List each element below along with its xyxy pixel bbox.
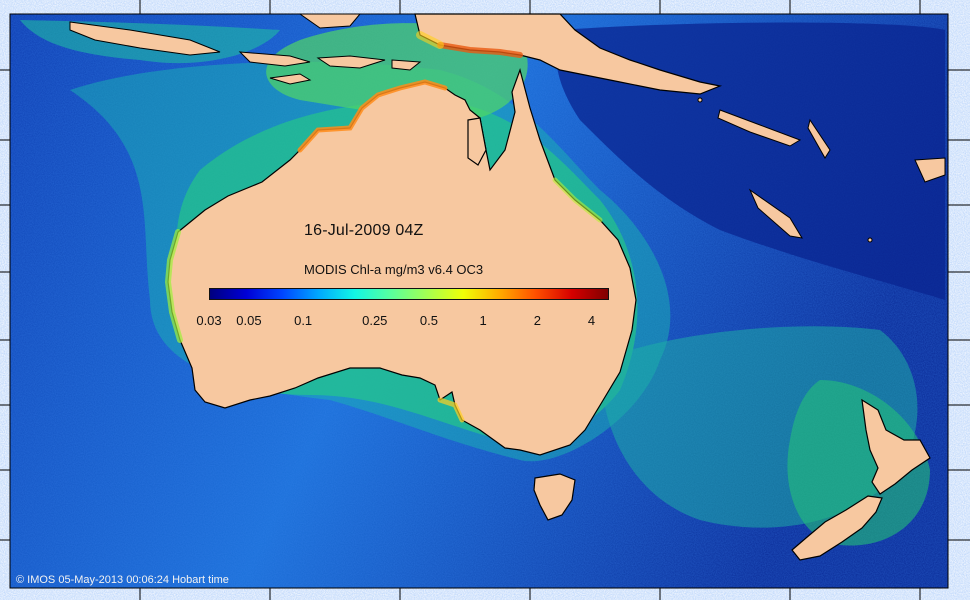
colorbar-tick-label: 0.03 bbox=[196, 313, 222, 328]
pacific-islands bbox=[697, 97, 946, 243]
open-ocean-low bbox=[556, 22, 945, 300]
colorbar-tick-label: 2 bbox=[533, 313, 541, 328]
legend-title: MODIS Chl-a mg/m3 v6.4 OC3 bbox=[304, 262, 484, 277]
colorbar-tick-label: 4 bbox=[587, 313, 596, 328]
new-zealand-north-island bbox=[861, 398, 931, 495]
map-date-title: 16-Jul-2009 04Z bbox=[304, 222, 424, 239]
indonesia-islands bbox=[69, 13, 422, 85]
tasmania-land bbox=[533, 473, 576, 521]
copyright-notice: © IMOS 05-May-2013 00:06:24 Hobart time bbox=[16, 574, 229, 586]
colorbar-tick-label: 0.25 bbox=[362, 313, 388, 328]
colorbar-tick-label: 1 bbox=[479, 313, 487, 328]
colorbar-tick-label: 0.5 bbox=[419, 313, 438, 328]
coastal-bloom bbox=[164, 31, 603, 423]
colorbar-tick-label: 0.05 bbox=[236, 313, 262, 328]
new-zealand-south-island bbox=[791, 495, 883, 561]
colorbar-tick-label: 0.1 bbox=[294, 313, 313, 328]
colorbar bbox=[209, 288, 609, 300]
